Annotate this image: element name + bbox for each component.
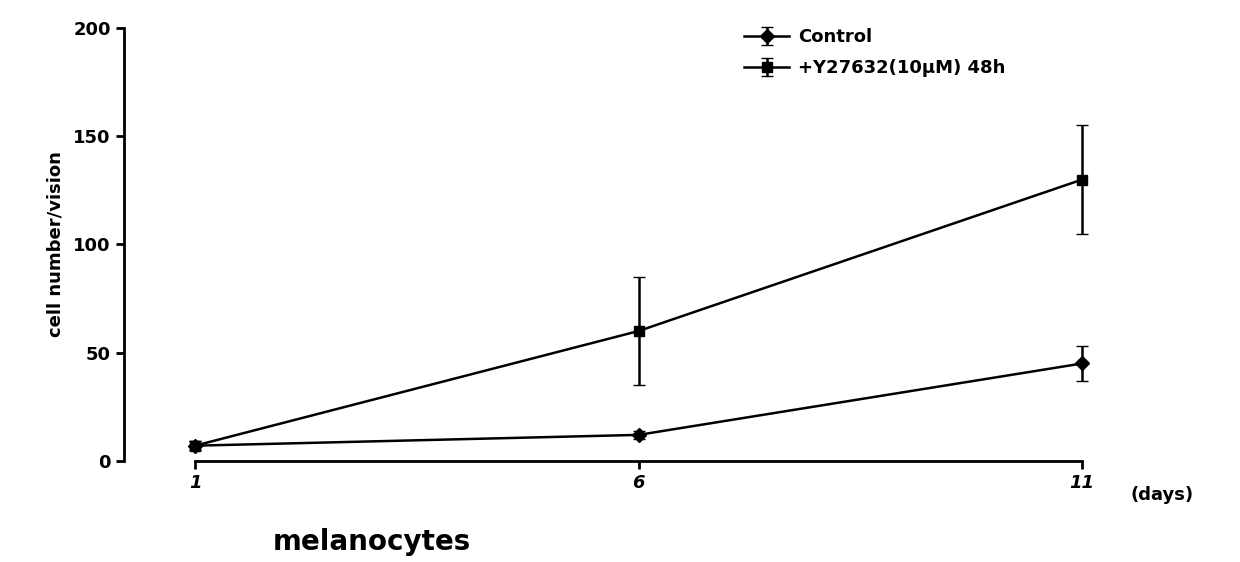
Legend: Control, +Y27632(10μM) 48h: Control, +Y27632(10μM) 48h	[744, 29, 1006, 77]
Text: melanocytes: melanocytes	[273, 528, 471, 556]
Text: (days): (days)	[1131, 486, 1194, 504]
Y-axis label: cell number/vision: cell number/vision	[47, 152, 64, 337]
